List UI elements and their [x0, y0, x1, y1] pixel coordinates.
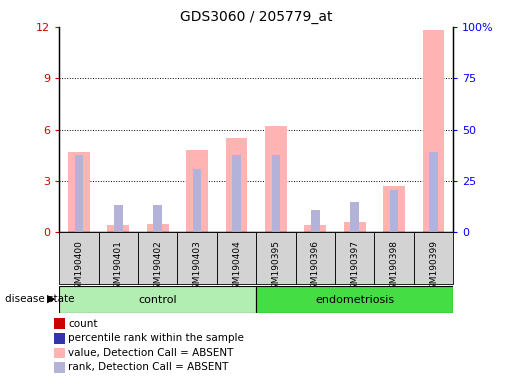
Bar	[108, 225, 129, 232]
Bar	[114, 205, 123, 232]
Bar	[350, 202, 359, 232]
Bar	[414, 232, 453, 284]
Bar	[226, 138, 247, 232]
Bar	[256, 286, 453, 313]
Bar	[99, 232, 138, 284]
Bar	[296, 232, 335, 284]
Text: count: count	[68, 319, 97, 329]
Bar	[232, 155, 241, 232]
Text: GSM190404: GSM190404	[232, 240, 241, 295]
Bar	[177, 232, 217, 284]
Text: GSM190400: GSM190400	[75, 240, 83, 295]
Bar	[344, 222, 366, 232]
Bar	[147, 224, 168, 232]
Text: GSM190402: GSM190402	[153, 240, 162, 295]
Bar	[256, 232, 296, 284]
Text: GSM190395: GSM190395	[271, 240, 280, 295]
Bar	[186, 150, 208, 232]
Bar	[153, 205, 162, 232]
Text: ▶: ▶	[47, 294, 56, 304]
Bar	[271, 155, 280, 232]
Bar	[217, 232, 256, 284]
Bar	[335, 232, 374, 284]
Text: GSM190398: GSM190398	[390, 240, 399, 295]
Bar	[68, 152, 90, 232]
Text: GSM190403: GSM190403	[193, 240, 201, 295]
Text: GSM190399: GSM190399	[429, 240, 438, 295]
Text: GSM190397: GSM190397	[350, 240, 359, 295]
Bar	[374, 232, 414, 284]
Bar	[59, 286, 256, 313]
Text: GSM190401: GSM190401	[114, 240, 123, 295]
Text: percentile rank within the sample: percentile rank within the sample	[68, 333, 244, 343]
Text: GSM190396: GSM190396	[311, 240, 320, 295]
Bar	[193, 169, 201, 232]
Text: value, Detection Call = ABSENT: value, Detection Call = ABSENT	[68, 348, 233, 358]
Text: control: control	[139, 295, 177, 305]
Bar	[59, 232, 99, 284]
Bar	[138, 232, 177, 284]
Bar	[304, 225, 326, 232]
Text: rank, Detection Call = ABSENT: rank, Detection Call = ABSENT	[68, 362, 228, 372]
Bar	[383, 186, 405, 232]
Text: disease state: disease state	[5, 294, 75, 304]
Bar	[429, 152, 438, 232]
Bar	[75, 155, 83, 232]
Bar	[311, 210, 320, 232]
Title: GDS3060 / 205779_at: GDS3060 / 205779_at	[180, 10, 333, 25]
Bar	[265, 126, 287, 232]
Bar	[423, 30, 444, 232]
Text: endometriosis: endometriosis	[315, 295, 394, 305]
Bar	[390, 190, 399, 232]
